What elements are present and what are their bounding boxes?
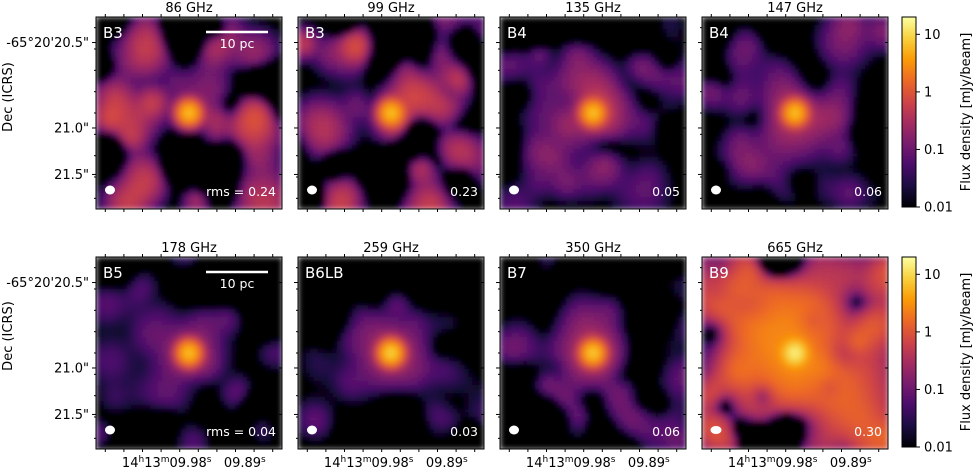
colorbar-tick-label: 0.1 [924, 383, 945, 398]
beam-ellipse [509, 185, 519, 195]
beam-ellipse [105, 185, 115, 195]
x-tick-label: 09.89s [830, 455, 872, 471]
panel-image-8 [702, 257, 888, 449]
y-tick-label: 21.0" [54, 361, 89, 376]
panel-image-4 [702, 17, 888, 209]
panel-image-7 [500, 257, 686, 449]
x-tick-label: 09.89s [224, 455, 266, 471]
panel-image-6 [298, 257, 484, 449]
band-label: B3 [103, 24, 123, 42]
colorbar-tick-label: 1 [924, 85, 932, 100]
band-label: B4 [507, 24, 527, 42]
band-label: B9 [709, 264, 729, 282]
panels-group: 86 GHz B3 rms = 0.24 10 pc -65°20'20.5" 21.0"… [6, 1, 889, 471]
colorbars: 10 1 0.1 0.01 Flux density [mJy/beam] 10 1 0.1 0… [901, 16, 974, 456]
panel-title: 665 GHz [767, 241, 823, 256]
x-tick-label: 09.89s [628, 455, 670, 471]
colorbar-tick-label: 0.1 [924, 143, 945, 158]
panel-ticks [92, 14, 282, 212]
panel-ticks [698, 14, 888, 212]
beam-ellipse [711, 185, 721, 195]
scale-bar-label: 10 pc [220, 36, 255, 51]
panel-ticks [294, 254, 484, 452]
panel-image-1 [96, 17, 282, 209]
y-tick-label: 21.5" [54, 168, 89, 183]
band-label: B5 [103, 264, 123, 282]
panel-title: 86 GHz [165, 1, 213, 16]
band-label: B3 [305, 24, 325, 42]
x-tick-label: 09.89s [426, 455, 468, 471]
colorbar-tick-label: 1 [924, 325, 932, 340]
y-axis-label-bottom: Dec (ICRS) [1, 301, 16, 371]
y-tick-label: 21.0" [54, 121, 89, 136]
panel-3: 135 GHz B4 0.05 [496, 1, 687, 212]
panel-5: 178 GHz B5 rms = 0.04 10 pc -65°20'20.5" 21.0… [6, 241, 283, 471]
panel-image-5 [96, 257, 282, 449]
y-tick-label: 21.5" [54, 408, 89, 423]
rms-label: 0.23 [450, 184, 478, 199]
panel-title: 135 GHz [565, 1, 621, 16]
panel-ticks [496, 14, 686, 212]
x-tick-label: 14h13m09.98s [324, 455, 414, 471]
rms-label: 0.06 [854, 184, 882, 199]
y-tick-label: -65°20'20.5" [6, 276, 89, 291]
beam-ellipse [307, 425, 317, 435]
band-label: B4 [709, 24, 729, 42]
rms-label: rms = 0.04 [206, 424, 276, 439]
panel-ticks [92, 254, 282, 452]
colorbar-tick-label: 10 [924, 28, 941, 43]
colorbar-top: 10 1 0.1 0.01 Flux density [mJy/beam] [901, 16, 974, 216]
y-tick-label: -65°20'20.5" [6, 36, 89, 51]
beam-ellipse [105, 425, 115, 435]
panel-ticks [698, 254, 888, 452]
panel-image-2 [298, 17, 484, 209]
band-label: B7 [507, 264, 527, 282]
colorbar-label: Flux density [mJy/beam] [959, 33, 974, 192]
x-tick-label: 14h13m09.98s [122, 455, 212, 471]
panel-image-3 [500, 17, 686, 209]
colorbar-tick-label: 0.01 [924, 201, 953, 216]
beam-ellipse [710, 426, 722, 434]
panel-1: 86 GHz B3 rms = 0.24 10 pc -65°20'20.5" 21.0"… [6, 1, 283, 212]
panel-2: 99 GHz B3 0.23 [294, 1, 485, 212]
panel-title: 99 GHz [367, 1, 415, 16]
x-tick-label: 14h13m09.98s [728, 455, 818, 471]
rms-label: 0.06 [652, 424, 680, 439]
band-label: B6LB [305, 264, 343, 282]
colorbar-label: Flux density [mJy/beam] [959, 273, 974, 432]
beam-ellipse [307, 185, 317, 195]
rms-label: 0.30 [854, 424, 882, 439]
colorbar-bar [901, 256, 917, 448]
rms-label: 0.03 [450, 424, 478, 439]
panel-title: 259 GHz [363, 241, 419, 256]
y-axis-label-top: Dec (ICRS) [1, 62, 16, 132]
colorbar-bottom: 10 1 0.1 0.01 Flux density [mJy/beam] [901, 256, 974, 456]
panel-4: 147 GHz B4 0.06 [698, 1, 889, 212]
panel-title: 350 GHz [565, 241, 621, 256]
beam-ellipse [509, 425, 519, 435]
panel-title: 178 GHz [161, 241, 217, 256]
colorbar-bar [901, 16, 917, 208]
panel-ticks [294, 14, 484, 212]
panel-ticks [496, 254, 686, 452]
rms-label: rms = 0.24 [206, 184, 276, 199]
x-tick-label: 14h13m09.98s [526, 455, 616, 471]
scale-bar-label: 10 pc [220, 276, 255, 291]
rms-label: 0.05 [652, 184, 680, 199]
colorbar-tick-label: 10 [924, 268, 941, 283]
colorbar-tick-label: 0.01 [924, 441, 953, 456]
panel-title: 147 GHz [767, 1, 823, 16]
